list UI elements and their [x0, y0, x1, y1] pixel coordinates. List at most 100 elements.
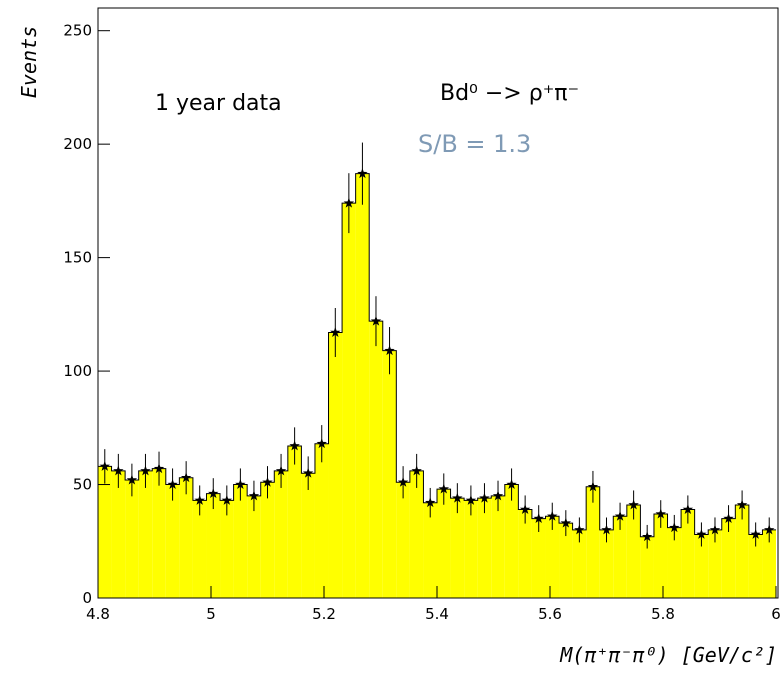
bar [192, 500, 207, 598]
x-tick-label: 5.4 [425, 605, 449, 623]
bar [437, 489, 451, 598]
data-point [479, 492, 490, 503]
data-point [696, 528, 707, 539]
bar [531, 518, 546, 598]
y-tick-label: 50 [73, 476, 92, 494]
plot-frame [97, 7, 779, 599]
bar [165, 484, 180, 598]
data-point [194, 494, 205, 505]
data-point [709, 524, 721, 535]
bar [382, 350, 397, 598]
bar [694, 534, 709, 598]
bar [206, 493, 221, 598]
x-tick-label: 5.2 [312, 605, 336, 623]
bar [179, 477, 193, 598]
bar [355, 173, 370, 598]
data-point [452, 492, 463, 503]
bar [125, 480, 139, 598]
annotation: S/B = 1.3 [418, 130, 531, 158]
bar [504, 484, 519, 598]
bar [152, 468, 166, 598]
bar [328, 332, 343, 598]
data-point [221, 494, 233, 505]
bar [653, 514, 668, 598]
data-point [560, 517, 572, 528]
bar [599, 529, 614, 598]
bar [572, 529, 587, 598]
data-point [465, 494, 477, 505]
bar [369, 321, 383, 598]
x-tick-label: 5 [206, 605, 216, 623]
data-point [492, 490, 504, 501]
bar [220, 500, 234, 598]
data-point [275, 465, 287, 476]
bar [477, 498, 492, 598]
bar [409, 470, 424, 598]
data-point [153, 463, 165, 474]
data-point [601, 524, 612, 535]
x-tick-label: 4.8 [86, 605, 110, 623]
y-tick-label: 250 [63, 22, 92, 40]
data-point [330, 327, 341, 337]
bar [464, 500, 478, 598]
data-point [208, 488, 219, 499]
data-point [763, 524, 775, 535]
bar [301, 473, 315, 598]
annotation: 1 year data [155, 91, 282, 116]
bar [314, 443, 329, 598]
data-point [384, 345, 395, 356]
data-point [614, 510, 626, 521]
bar [640, 536, 654, 598]
x-axis-label: M(π⁺π⁻π⁰) [GeV/c²] [559, 643, 777, 667]
bar [667, 527, 682, 598]
data-point [641, 531, 653, 542]
bar [287, 445, 302, 598]
bar [274, 470, 288, 598]
data-point [126, 474, 138, 485]
y-axis-label: Events [17, 26, 41, 98]
bar [735, 504, 749, 598]
data-point [655, 508, 666, 519]
annotation: Bd⁰ −> ρ⁺π⁻ [440, 81, 579, 106]
y-tick-label: 100 [63, 362, 92, 380]
data-point [357, 168, 368, 179]
data-point [302, 467, 314, 478]
data-point [438, 483, 450, 494]
data-point [723, 513, 734, 524]
data-point [113, 465, 124, 476]
bar [111, 470, 126, 598]
data-point [140, 465, 151, 476]
data-point [235, 479, 246, 489]
bar [762, 529, 776, 598]
data-point [587, 481, 599, 492]
bar [98, 466, 112, 598]
data-point [628, 499, 639, 510]
data-point [424, 497, 436, 508]
data-point [397, 476, 409, 487]
y-tick-label: 0 [82, 589, 92, 607]
bar [721, 518, 736, 598]
data-point [99, 460, 111, 471]
bar [138, 470, 153, 598]
data-point [506, 479, 517, 489]
data-point [669, 522, 680, 533]
bar [233, 484, 248, 598]
data-point [533, 513, 544, 524]
bar [342, 203, 356, 598]
bar [423, 502, 437, 598]
data-point [370, 315, 382, 326]
x-tick-label: 5.8 [651, 605, 675, 623]
data-point [750, 528, 761, 539]
bar [586, 486, 600, 598]
bar [626, 504, 641, 598]
y-tick-label: 150 [63, 249, 92, 267]
data-point [411, 465, 422, 476]
data-point [547, 510, 558, 521]
data-point [343, 197, 355, 208]
bar [260, 482, 275, 598]
bar [545, 516, 560, 598]
y-tick-label: 200 [63, 135, 92, 153]
data-point [180, 472, 192, 483]
bar [613, 516, 627, 598]
